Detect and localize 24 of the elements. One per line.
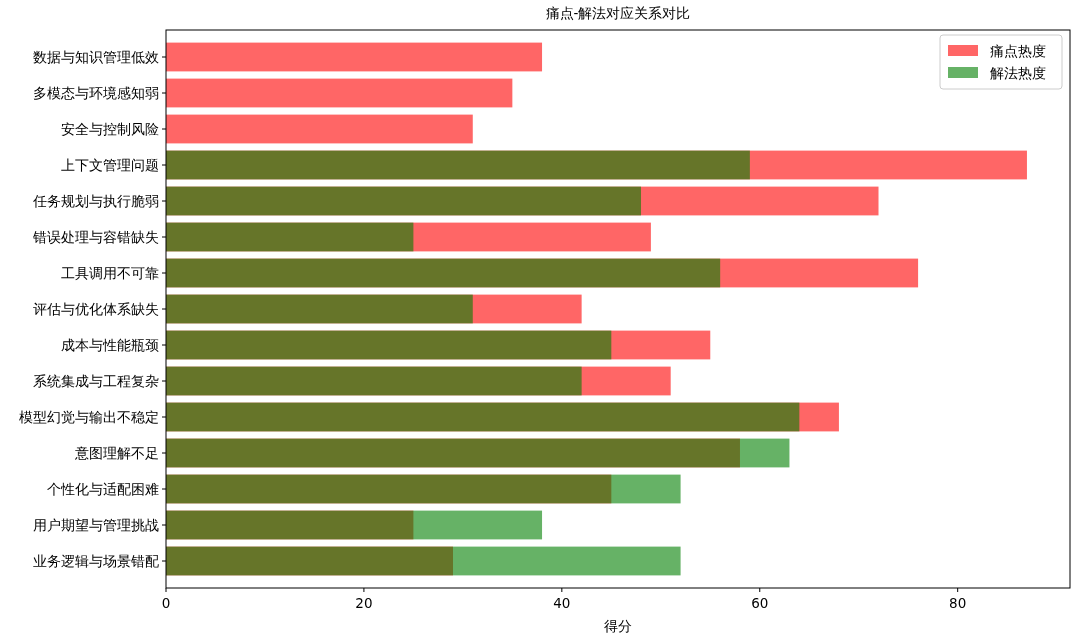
y-tick-label: 业务逻辑与场景错配 — [33, 553, 159, 569]
y-tick-label: 数据与知识管理低效 — [33, 49, 159, 65]
y-tick-label: 任务规划与执行脆弱 — [32, 193, 159, 209]
y-tick-label: 模型幻觉与输出不稳定 — [19, 409, 159, 425]
y-tick-label: 评估与优化体系缺失 — [33, 301, 159, 317]
x-tick-label: 40 — [553, 595, 571, 611]
x-tick-label: 20 — [355, 595, 373, 611]
y-tick-label: 系统集成与工程复杂 — [33, 373, 159, 389]
legend-label: 解法热度 — [990, 65, 1046, 81]
x-tick-label: 0 — [161, 595, 171, 611]
y-tick-label: 安全与控制风险 — [61, 121, 159, 137]
y-tick-label: 多模态与环境感知弱 — [33, 85, 159, 101]
y-tick-label: 用户期望与管理挑战 — [33, 517, 159, 533]
x-tick-label: 60 — [751, 595, 769, 611]
y-tick-label: 意图理解不足 — [74, 445, 159, 461]
y-tick-label: 上下文管理问题 — [61, 157, 159, 173]
x-tick-label: 80 — [949, 595, 967, 611]
legend-label: 痛点热度 — [990, 43, 1046, 59]
x-axis-title: 得分 — [604, 618, 632, 634]
y-tick-label: 个性化与适配困难 — [47, 481, 159, 497]
chart-title: 痛点-解法对应关系对比 — [545, 5, 691, 21]
y-tick-label: 工具调用不可靠 — [61, 265, 159, 281]
y-tick-label: 成本与性能瓶颈 — [61, 337, 159, 353]
y-tick-label: 错误处理与容错缺失 — [32, 229, 159, 245]
